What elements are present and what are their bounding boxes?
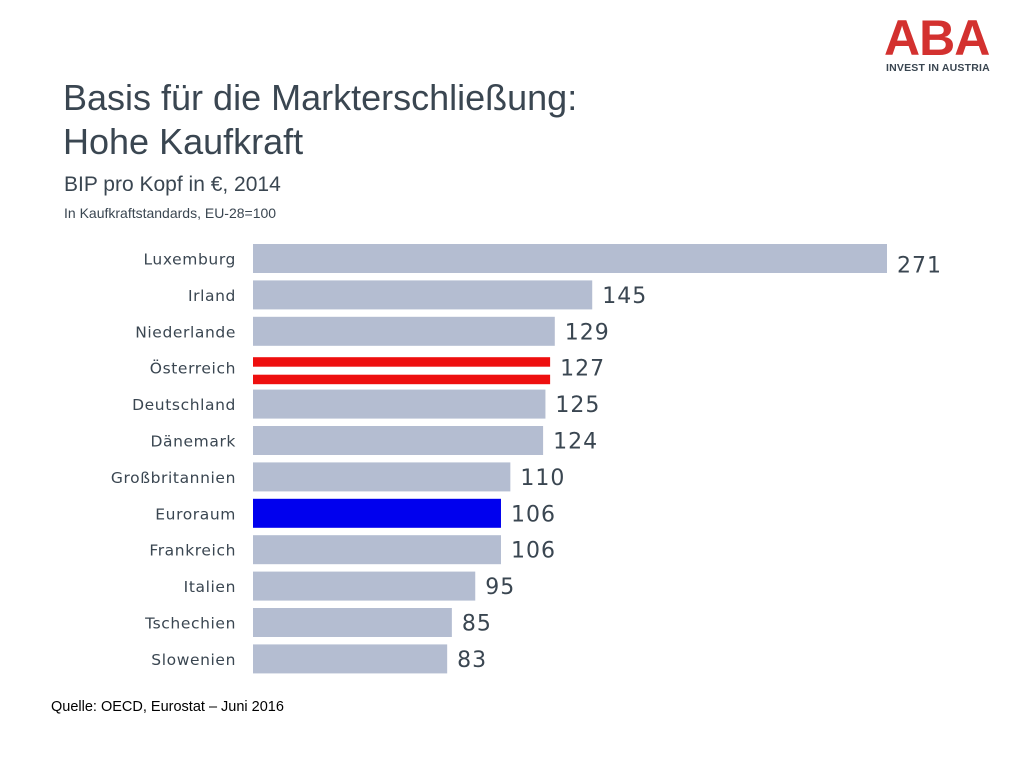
bar-grossbritannien [253,462,511,492]
page-title-line-1: Basis für die Markterschließung: [63,77,578,118]
bar-frankreich [253,535,501,565]
value-label-grossbritannien: 110 [520,466,565,491]
category-label-italien: Italien [184,578,236,596]
category-label-frankreich: Frankreich [149,542,236,560]
category-label-niederlande: Niederlande [135,323,236,341]
category-label-euroraum: Euroraum [155,505,236,523]
value-label-irland: 145 [602,284,647,309]
bar-euroraum [253,498,501,528]
category-label-daenemark: Dänemark [150,433,236,451]
value-label-deutschland: 125 [555,393,600,418]
value-label-daenemark: 124 [553,430,598,455]
value-label-italien: 95 [485,575,515,600]
value-label-luxemburg: 271 [897,254,942,279]
source-note: Quelle: OECD, Eurostat – Juni 2016 [51,699,284,715]
bar-oesterreich-top-stripe [253,357,551,367]
chart-subtitle: In Kaufkraftstandards, EU-28=100 [64,205,277,221]
bar-daenemark [253,426,544,455]
value-label-frankreich: 106 [511,539,556,564]
bar-italien [253,571,476,601]
bar-tschechien [253,608,452,637]
bar-slowenien [253,644,448,674]
bar-luxemburg [253,244,887,273]
page-title: Basis für die Markterschließung: Hohe Ka… [63,76,577,164]
category-label-grossbritannien: Großbritannien [111,469,236,487]
category-label-tschechien: Tschechien [144,615,236,633]
page-title-line-2: Hohe Kaufkraft [63,121,304,162]
category-label-slowenien: Slowenien [151,651,236,669]
category-label-irland: Irland [188,287,236,305]
bar-deutschland [253,389,546,419]
logo-tagline: INVEST IN AUSTRIA [886,62,990,74]
chart-title: BIP pro Kopf in €, 2014 [64,173,281,196]
value-label-slowenien: 83 [457,648,487,673]
bar-irland [253,280,593,310]
bar-oesterreich-bottom-stripe [253,374,551,385]
category-label-deutschland: Deutschland [132,396,236,414]
value-label-tschechien: 85 [462,612,492,637]
value-label-euroraum: 106 [511,502,556,527]
logo-wordmark: ABA [884,10,990,66]
value-label-oesterreich: 127 [560,357,605,382]
aba-logo: ABA INVEST IN AUSTRIA [884,10,1000,76]
category-label-luxemburg: Luxemburg [143,251,236,269]
value-label-niederlande: 129 [565,320,610,345]
category-label-oesterreich: Österreich [150,359,236,378]
bar-niederlande [253,316,555,346]
